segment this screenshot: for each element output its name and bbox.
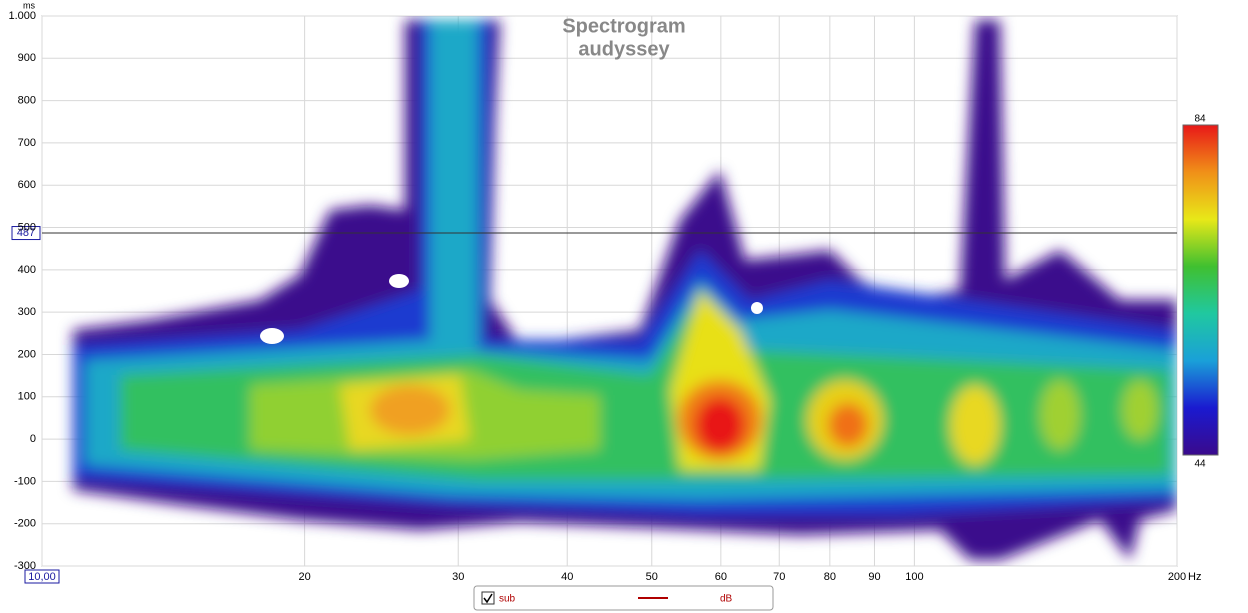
x-unit: Hz	[1188, 571, 1201, 583]
x-tick-label: 10,00	[28, 571, 56, 583]
y-tick-label: 600	[18, 179, 36, 191]
y-tick-label: 900	[18, 52, 36, 64]
x-tick-label: 100	[905, 571, 923, 583]
x-tick-label: 50	[646, 571, 658, 583]
y-tick-label: -200	[14, 518, 36, 530]
x-tick-label: 200	[1168, 571, 1186, 583]
chart-title: Spectrogram	[562, 15, 685, 37]
cursor-box	[11, 226, 41, 241]
x-tick-box	[24, 569, 60, 584]
spectrogram-image	[73, 20, 1177, 560]
y-tick-label: -300	[14, 560, 36, 572]
y-tick-label: 300	[18, 306, 36, 318]
x-tick-label: 70	[773, 571, 785, 583]
legend	[473, 585, 774, 611]
y-tick-label: 800	[18, 95, 36, 107]
checkmark	[483, 593, 493, 604]
x-tick-label: 40	[561, 571, 573, 583]
y-tick-label: 200	[18, 348, 36, 360]
legend-checkbox[interactable]	[481, 591, 495, 605]
x-tick-label: 90	[868, 571, 880, 583]
x-tick-label: 30	[452, 571, 464, 583]
legend-unit: dB	[720, 594, 733, 605]
colorbar	[1182, 124, 1219, 456]
y-tick-label: 0	[30, 433, 36, 445]
y-unit: ms	[23, 0, 35, 10]
y-tick-label: 700	[18, 137, 36, 149]
y-tick-label: 500	[18, 221, 36, 233]
colorbar-min: 44	[1194, 459, 1206, 470]
x-tick-label: 60	[715, 571, 727, 583]
chart-subtitle: audyssey	[578, 38, 670, 60]
legend-label: sub	[499, 594, 516, 605]
y-tick-label: 100	[18, 391, 36, 403]
cursor-label: 487	[17, 227, 35, 239]
y-tick-label: -100	[14, 475, 36, 487]
x-tick-label: 20	[298, 571, 310, 583]
y-tick-label: 400	[18, 264, 36, 276]
y-tick-label: 1.000	[8, 10, 36, 22]
colorbar-max: 84	[1194, 114, 1206, 125]
x-tick-label: 80	[824, 571, 836, 583]
